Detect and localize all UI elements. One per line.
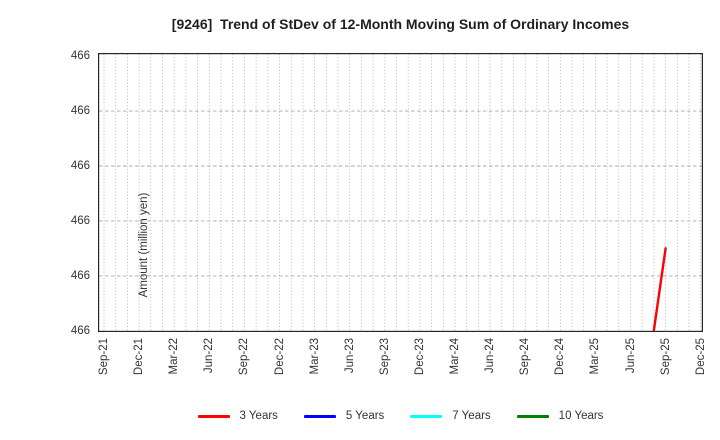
y-tick-label: 466 [70,50,90,63]
legend-label: 7 Years [452,410,491,422]
y-tick-label: 466 [70,269,90,282]
x-tick-label: Mar-22 [168,338,181,375]
axes-frame [98,53,703,332]
legend-item-3-years: 3 Years [197,410,278,422]
x-tick-label: Dec-22 [273,338,286,376]
x-tick-label: Sep-21 [98,338,110,376]
plot-canvas [98,53,703,332]
y-axis-label: Amount (million yen) [138,192,150,298]
x-tick-label: Mar-24 [449,338,461,375]
plot-area: Amount (million yen) [98,53,703,332]
legend-swatch [197,414,230,418]
x-tick-label: Dec-23 [413,338,426,376]
x-tick-label: Jun-25 [624,338,637,374]
x-tick-label: Mar-25 [589,338,602,375]
legend-label: 5 Years [345,410,385,422]
x-tick-label: Sep-23 [378,338,391,376]
x-tick-label: Jun-23 [343,338,356,374]
legend-item-5-years: 5 Years [303,410,385,422]
x-tick-label: Dec-21 [133,338,146,376]
x-tick-label: Sep-25 [659,338,672,376]
x-tick-label: Mar-23 [308,338,321,375]
legend-item-7-years: 7 Years [410,410,491,422]
legend-swatch [410,414,443,418]
legend: 3 Years 5 Years 7 Years 10 Years [98,403,703,429]
y-tick-label: 466 [70,324,90,337]
x-tick-label: Jun-22 [203,338,216,374]
legend-label: 3 Years [239,410,278,422]
x-tick-label: Dec-24 [554,338,567,376]
legend-item-10-years: 10 Years [516,410,604,422]
series-line-3-years [652,247,667,332]
legend-label: 10 Years [558,410,604,422]
x-tick-label: Sep-22 [238,338,251,376]
chart-title: [9246] Trend of StDev of 12-Month Moving… [171,16,630,32]
x-tick-label: Jun-24 [484,338,497,374]
legend-swatch [516,414,549,418]
y-tick-label: 466 [70,159,90,172]
x-tick-label: Dec-25 [694,338,707,376]
legend-swatch [303,414,336,418]
y-tick-label: 466 [70,105,90,118]
y-tick-label: 466 [70,214,90,227]
x-tick-label: Sep-24 [519,338,532,376]
